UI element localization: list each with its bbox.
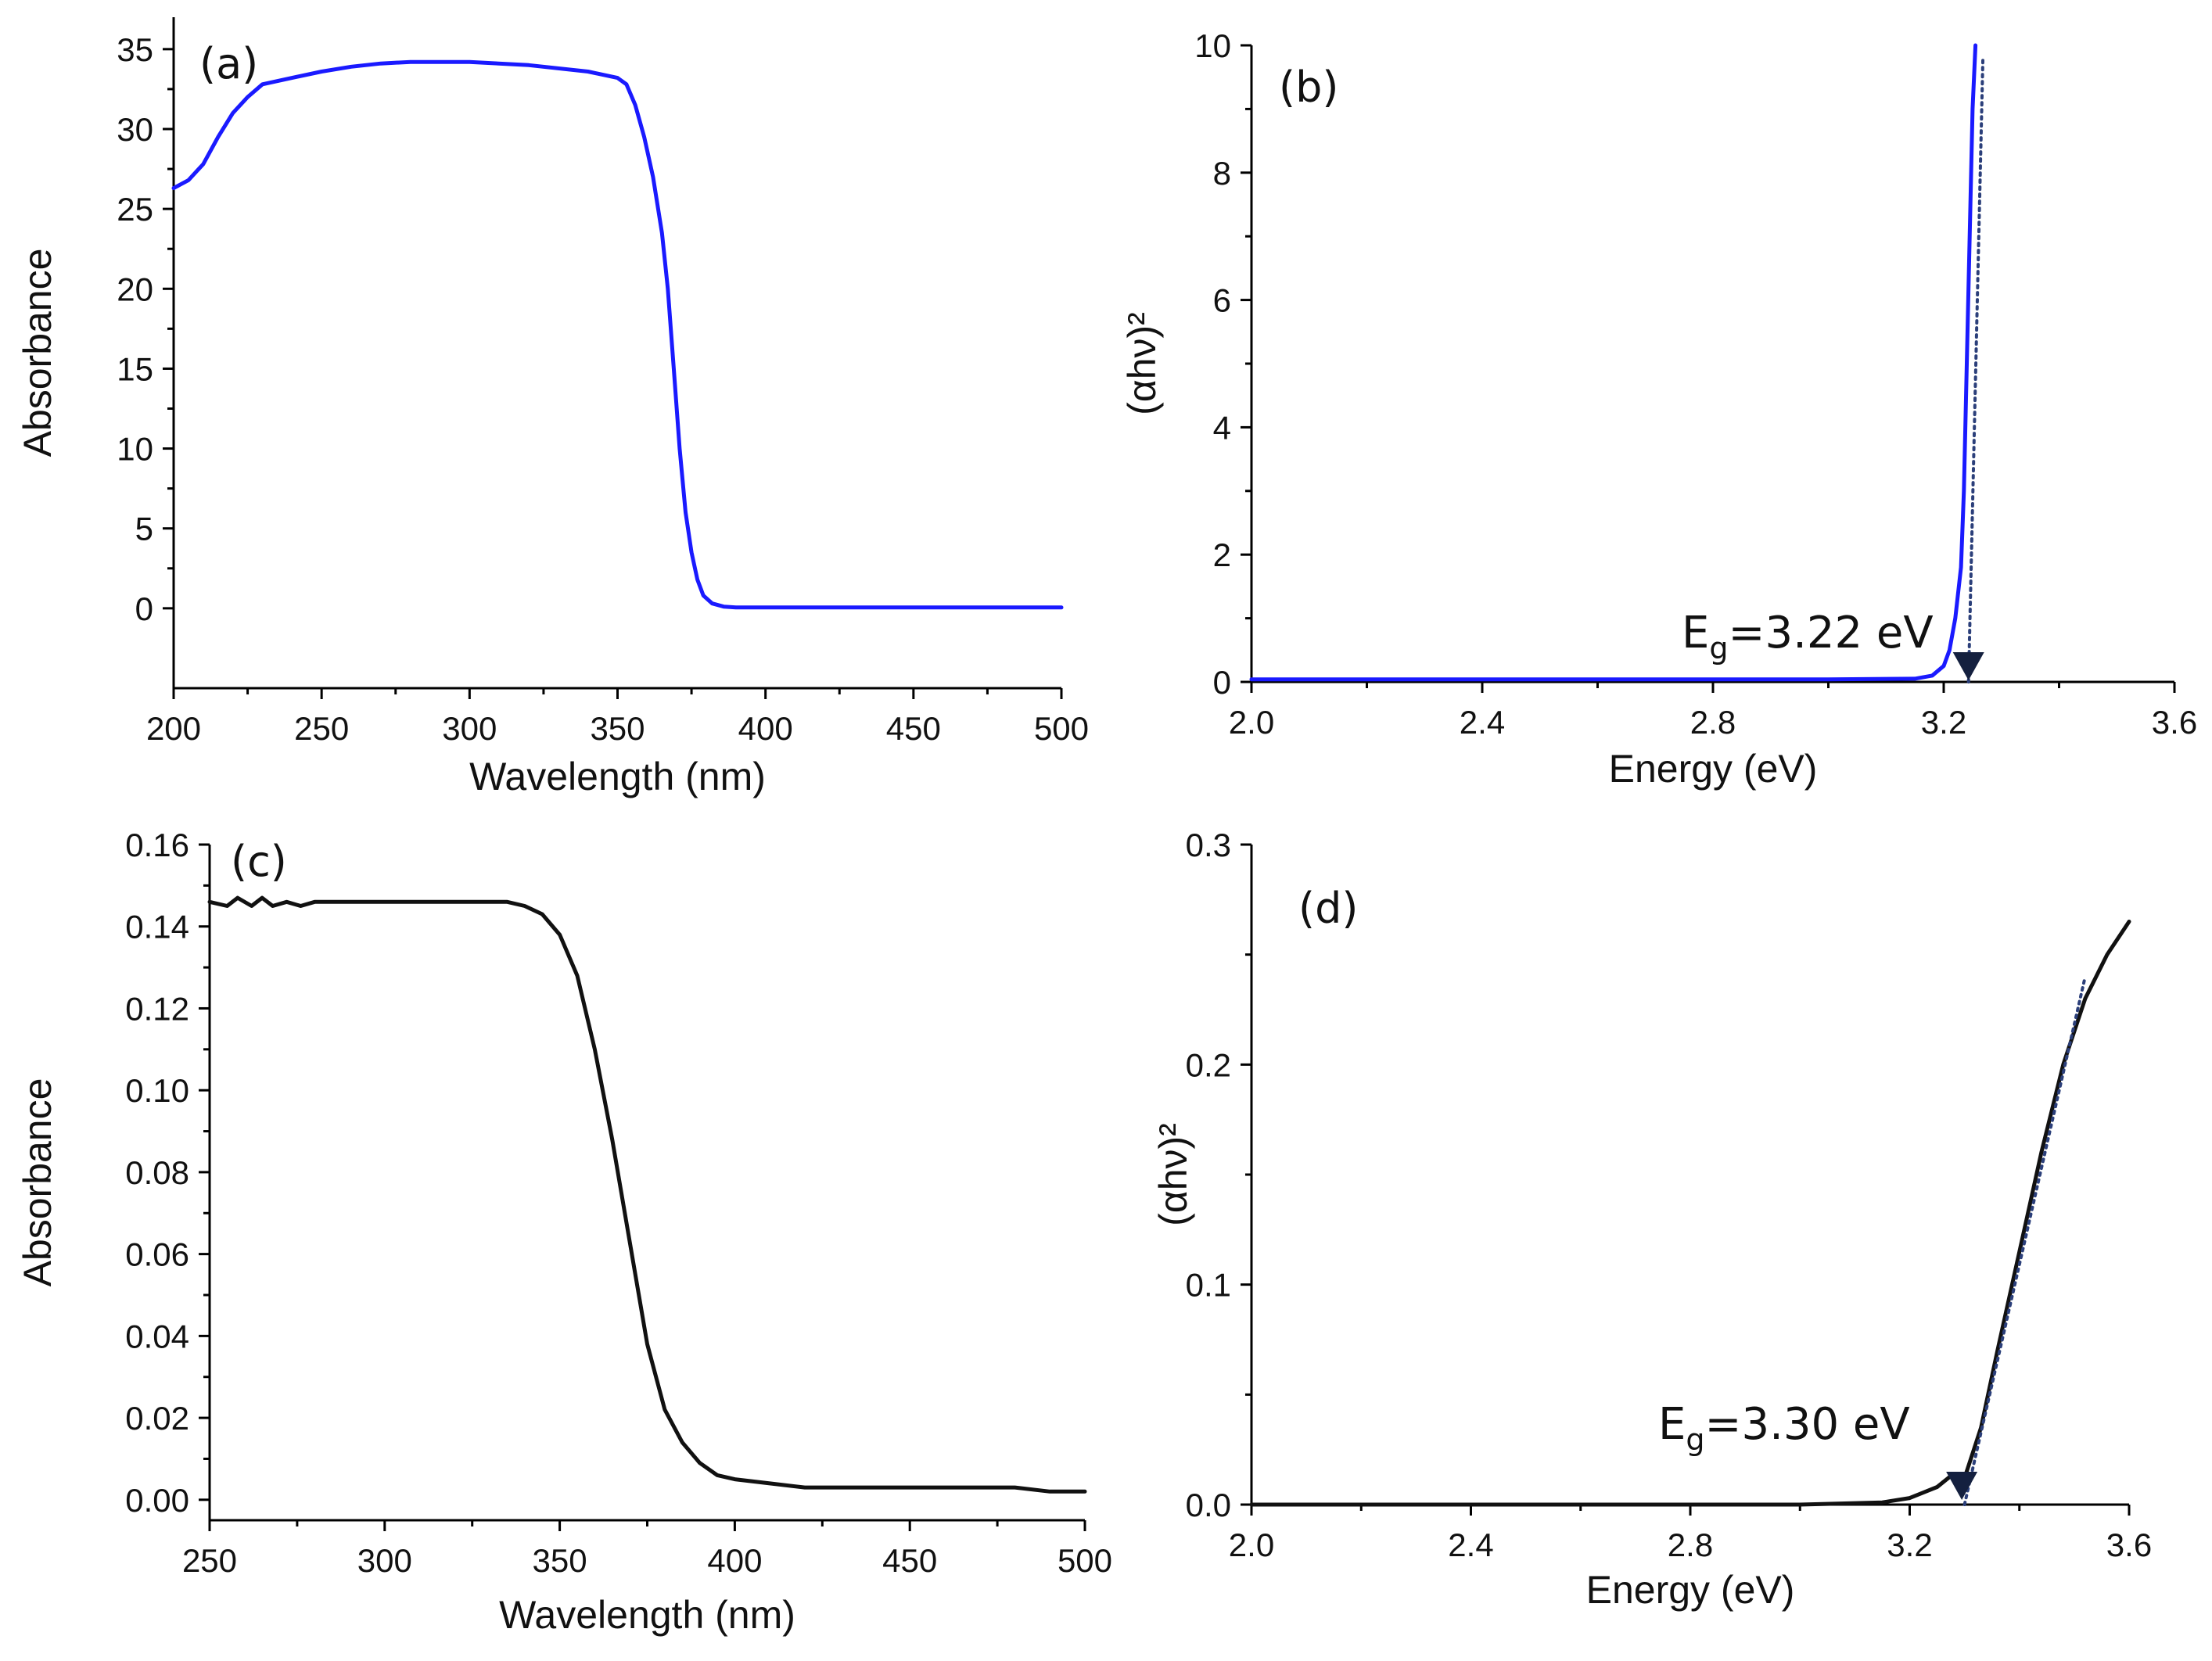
y-tick-label: 0.12 <box>125 990 189 1027</box>
band-gap-value: =3.22 eV <box>1729 608 1934 658</box>
x-tick-label: 2.8 <box>1690 704 1736 741</box>
panel-d-tauc-plot: 2.0 2.4 2.8 3.2 3.6 0.0 0.1 0.2 0.3 Energy (eV) (α… <box>1151 827 2152 1612</box>
band-gap-subscript: g <box>1686 1422 1704 1457</box>
x-tick-label: 200 <box>146 710 201 747</box>
band-gap-arrow-head <box>1952 652 1984 680</box>
band-gap-arrow-head <box>1946 1472 1978 1500</box>
y-tick-label: 0.16 <box>125 827 189 863</box>
fit-line-dotted <box>1966 56 1985 683</box>
y-tick-label: 0.10 <box>125 1072 189 1109</box>
x-tick-label: 350 <box>533 1542 587 1579</box>
y-tick-label: 35 <box>117 31 153 68</box>
y-tick-label: 0 <box>1213 664 1231 701</box>
y-tick-label: 0.06 <box>125 1236 189 1273</box>
x-tick-label: 2.4 <box>1460 704 1505 741</box>
panel-a-wavelength-absorbance: 200 250 300 350 400 450 500 0 5 10 15 20 25 30 35 Wavel… <box>16 17 1089 798</box>
y-tick-label: 6 <box>1213 282 1231 319</box>
y-tick-label: 0.0 <box>1186 1487 1231 1523</box>
y-tick-label: 0.14 <box>125 909 189 945</box>
panel-label: (d) <box>1298 884 1358 933</box>
x-tick-label: 500 <box>1058 1542 1112 1579</box>
x-tick-label: 3.6 <box>2106 1526 2152 1563</box>
y-tick-label: 10 <box>1194 27 1231 64</box>
fit-line-dotted <box>1962 974 2087 1506</box>
y-tick-label: 0.1 <box>1186 1267 1231 1304</box>
y-tick-label: 15 <box>117 350 153 387</box>
band-gap-symbol: E <box>1658 1399 1686 1450</box>
y-tick-label: 0.04 <box>125 1318 189 1354</box>
panel-label: (b) <box>1279 63 1338 112</box>
y-tick-label: 5 <box>135 511 153 547</box>
x-tick-label: 500 <box>1034 710 1089 747</box>
series-line <box>1249 920 2131 1507</box>
y-axis-title: (αhν)² <box>1120 312 1164 415</box>
y-tick-label: 8 <box>1213 155 1231 192</box>
x-tick-label: 450 <box>882 1542 937 1579</box>
y-axis-title: (αhν)² <box>1151 1123 1195 1226</box>
x-tick-label: 3.2 <box>1921 704 1966 741</box>
y-tick-label: 25 <box>117 191 153 228</box>
y-tick-label: 4 <box>1213 409 1231 446</box>
x-axis-title: Energy (eV) <box>1609 747 1818 791</box>
panel-label: (a) <box>199 39 258 88</box>
x-tick-label: 2.0 <box>1229 1526 1274 1563</box>
y-tick-label: 0 <box>135 590 153 627</box>
band-gap-annotation: Eg=3.22 eV <box>1682 608 1934 665</box>
band-gap-subscript: g <box>1709 631 1728 665</box>
x-tick-label: 3.2 <box>1887 1526 1932 1563</box>
y-tick-label: 10 <box>117 431 153 468</box>
x-tick-label: 450 <box>886 710 941 747</box>
x-tick-label: 250 <box>294 710 349 747</box>
x-tick-label: 300 <box>442 710 497 747</box>
y-tick-label: 0.2 <box>1186 1046 1231 1083</box>
y-tick-label: 30 <box>117 111 153 148</box>
panel-label: (c) <box>231 837 287 886</box>
x-tick-label: 250 <box>182 1542 237 1579</box>
x-tick-label: 3.6 <box>2152 704 2197 741</box>
x-tick-label: 400 <box>738 710 793 747</box>
y-axis-title: Absorbance <box>16 249 59 457</box>
x-tick-label: 300 <box>357 1542 412 1579</box>
y-tick-label: 0.08 <box>125 1154 189 1191</box>
y-tick-label: 0.02 <box>125 1400 189 1437</box>
x-axis-title: Wavelength (nm) <box>469 755 766 798</box>
series-line <box>171 59 1064 610</box>
panel-b-tauc-plot: 2.0 2.4 2.8 3.2 3.6 0 2 4 6 8 10 Energy (eV) (αhν)² (… <box>1120 27 2197 791</box>
series-line <box>1249 43 1978 682</box>
band-gap-symbol: E <box>1682 608 1709 658</box>
x-tick-label: 350 <box>590 710 645 747</box>
x-tick-label: 2.8 <box>1668 1526 1713 1563</box>
y-axis-title: Absorbance <box>16 1078 59 1287</box>
panel-c-wavelength-absorbance: 250 300 350 400 450 500 0.00 0.02 0.04 0.06 0.08 0.… <box>16 827 1112 1637</box>
x-axis-title: Wavelength (nm) <box>499 1593 795 1637</box>
band-gap-value: =3.30 eV <box>1705 1399 1910 1450</box>
x-tick-label: 2.0 <box>1229 704 1274 741</box>
band-gap-annotation: Eg=3.30 eV <box>1658 1399 1910 1457</box>
y-tick-label: 20 <box>117 271 153 307</box>
y-tick-label: 2 <box>1213 536 1231 573</box>
y-tick-label: 0.00 <box>125 1482 189 1519</box>
series-line <box>207 895 1087 1494</box>
y-tick-label: 0.3 <box>1186 827 1231 863</box>
x-axis-title: Energy (eV) <box>1586 1568 1795 1612</box>
x-tick-label: 400 <box>707 1542 762 1579</box>
x-tick-label: 2.4 <box>1448 1526 1493 1563</box>
